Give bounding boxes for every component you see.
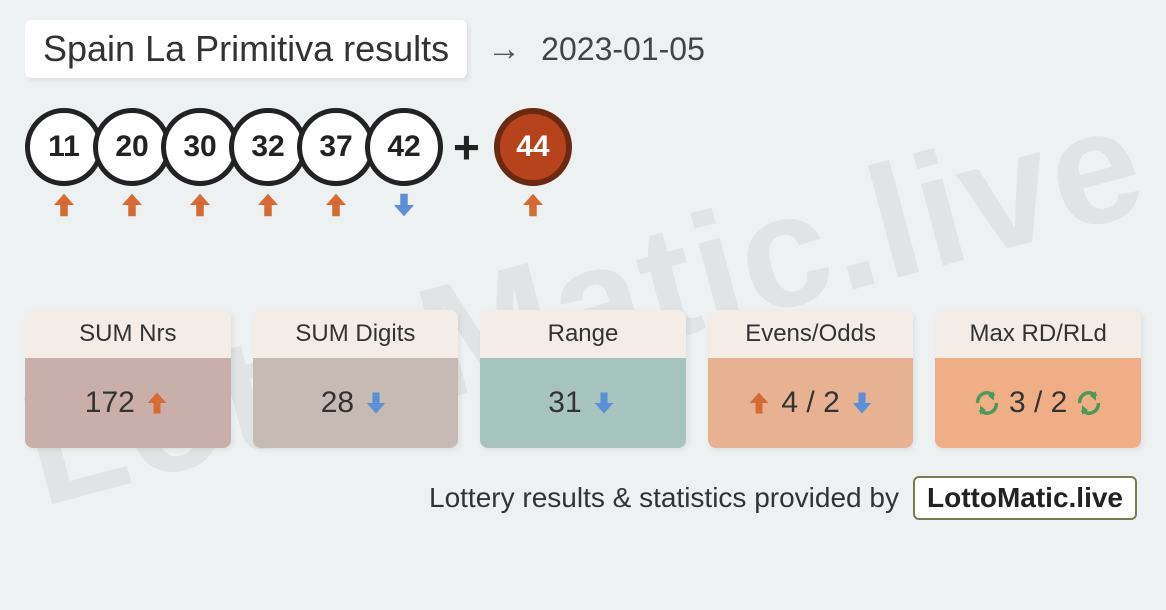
arrow-up-icon — [253, 190, 283, 220]
stat-body: 4 / 2 — [708, 358, 914, 448]
ball-row: 11 20 30 32 37 42 + 44 — [25, 108, 1141, 220]
brand-badge: LottoMatic.live — [913, 476, 1137, 520]
stats-row: SUM Nrs 172 SUM Digits 28 Range 31 Evens… — [25, 310, 1141, 448]
stat-body: 172 — [25, 358, 231, 448]
stat-label: Max RD/RLd — [935, 310, 1141, 358]
stat-body: 31 — [480, 358, 686, 448]
arrow-up-icon — [745, 389, 773, 417]
arrow-down-icon — [389, 190, 419, 220]
stat-label: SUM Nrs — [25, 310, 231, 358]
ball-group: 11 — [25, 108, 103, 220]
stat-value: 4 / 2 — [781, 386, 839, 420]
stat-label: Evens/Odds — [708, 310, 914, 358]
ball: 32 — [229, 108, 307, 186]
ball: 42 — [365, 108, 443, 186]
ball: 37 — [297, 108, 375, 186]
arrow-down-icon — [590, 389, 618, 417]
ball-group: 30 — [161, 108, 239, 220]
ball-group: 20 — [93, 108, 171, 220]
arrow-right-icon: → — [487, 30, 521, 69]
cycle-icon — [973, 389, 1001, 417]
stat-body: 3 / 2 — [935, 358, 1141, 448]
ball-group: 37 — [297, 108, 375, 220]
cycle-icon — [1075, 389, 1103, 417]
stat-card: Range 31 — [480, 310, 686, 448]
stat-card: SUM Nrs 172 — [25, 310, 231, 448]
footer-text: Lottery results & statistics provided by — [429, 482, 899, 514]
footer: Lottery results & statistics provided by… — [25, 476, 1141, 520]
stat-value: 3 / 2 — [1009, 386, 1067, 420]
arrow-up-icon — [49, 190, 79, 220]
stat-card: SUM Digits 28 — [253, 310, 459, 448]
ball-group: 32 — [229, 108, 307, 220]
arrow-down-icon — [362, 389, 390, 417]
stat-card: Max RD/RLd 3 / 2 — [935, 310, 1141, 448]
stat-value: 172 — [85, 386, 135, 420]
stat-value: 31 — [548, 386, 581, 420]
arrow-up-icon — [518, 190, 548, 220]
arrow-up-icon — [143, 389, 171, 417]
arrow-down-icon — [848, 389, 876, 417]
bonus-ball: 44 — [494, 108, 572, 186]
stat-label: Range — [480, 310, 686, 358]
ball-group: 44 — [494, 108, 572, 220]
arrow-up-icon — [321, 190, 351, 220]
result-date: 2023-01-05 — [541, 31, 705, 68]
stat-label: SUM Digits — [253, 310, 459, 358]
plus-symbol: + — [453, 120, 480, 174]
page-title: Spain La Primitiva results — [25, 20, 467, 78]
arrow-up-icon — [117, 190, 147, 220]
ball-group: 42 — [365, 108, 443, 220]
ball: 20 — [93, 108, 171, 186]
stat-card: Evens/Odds 4 / 2 — [708, 310, 914, 448]
ball: 30 — [161, 108, 239, 186]
header: Spain La Primitiva results → 2023-01-05 — [25, 20, 1141, 78]
stat-body: 28 — [253, 358, 459, 448]
ball: 11 — [25, 108, 103, 186]
arrow-up-icon — [185, 190, 215, 220]
stat-value: 28 — [321, 386, 354, 420]
